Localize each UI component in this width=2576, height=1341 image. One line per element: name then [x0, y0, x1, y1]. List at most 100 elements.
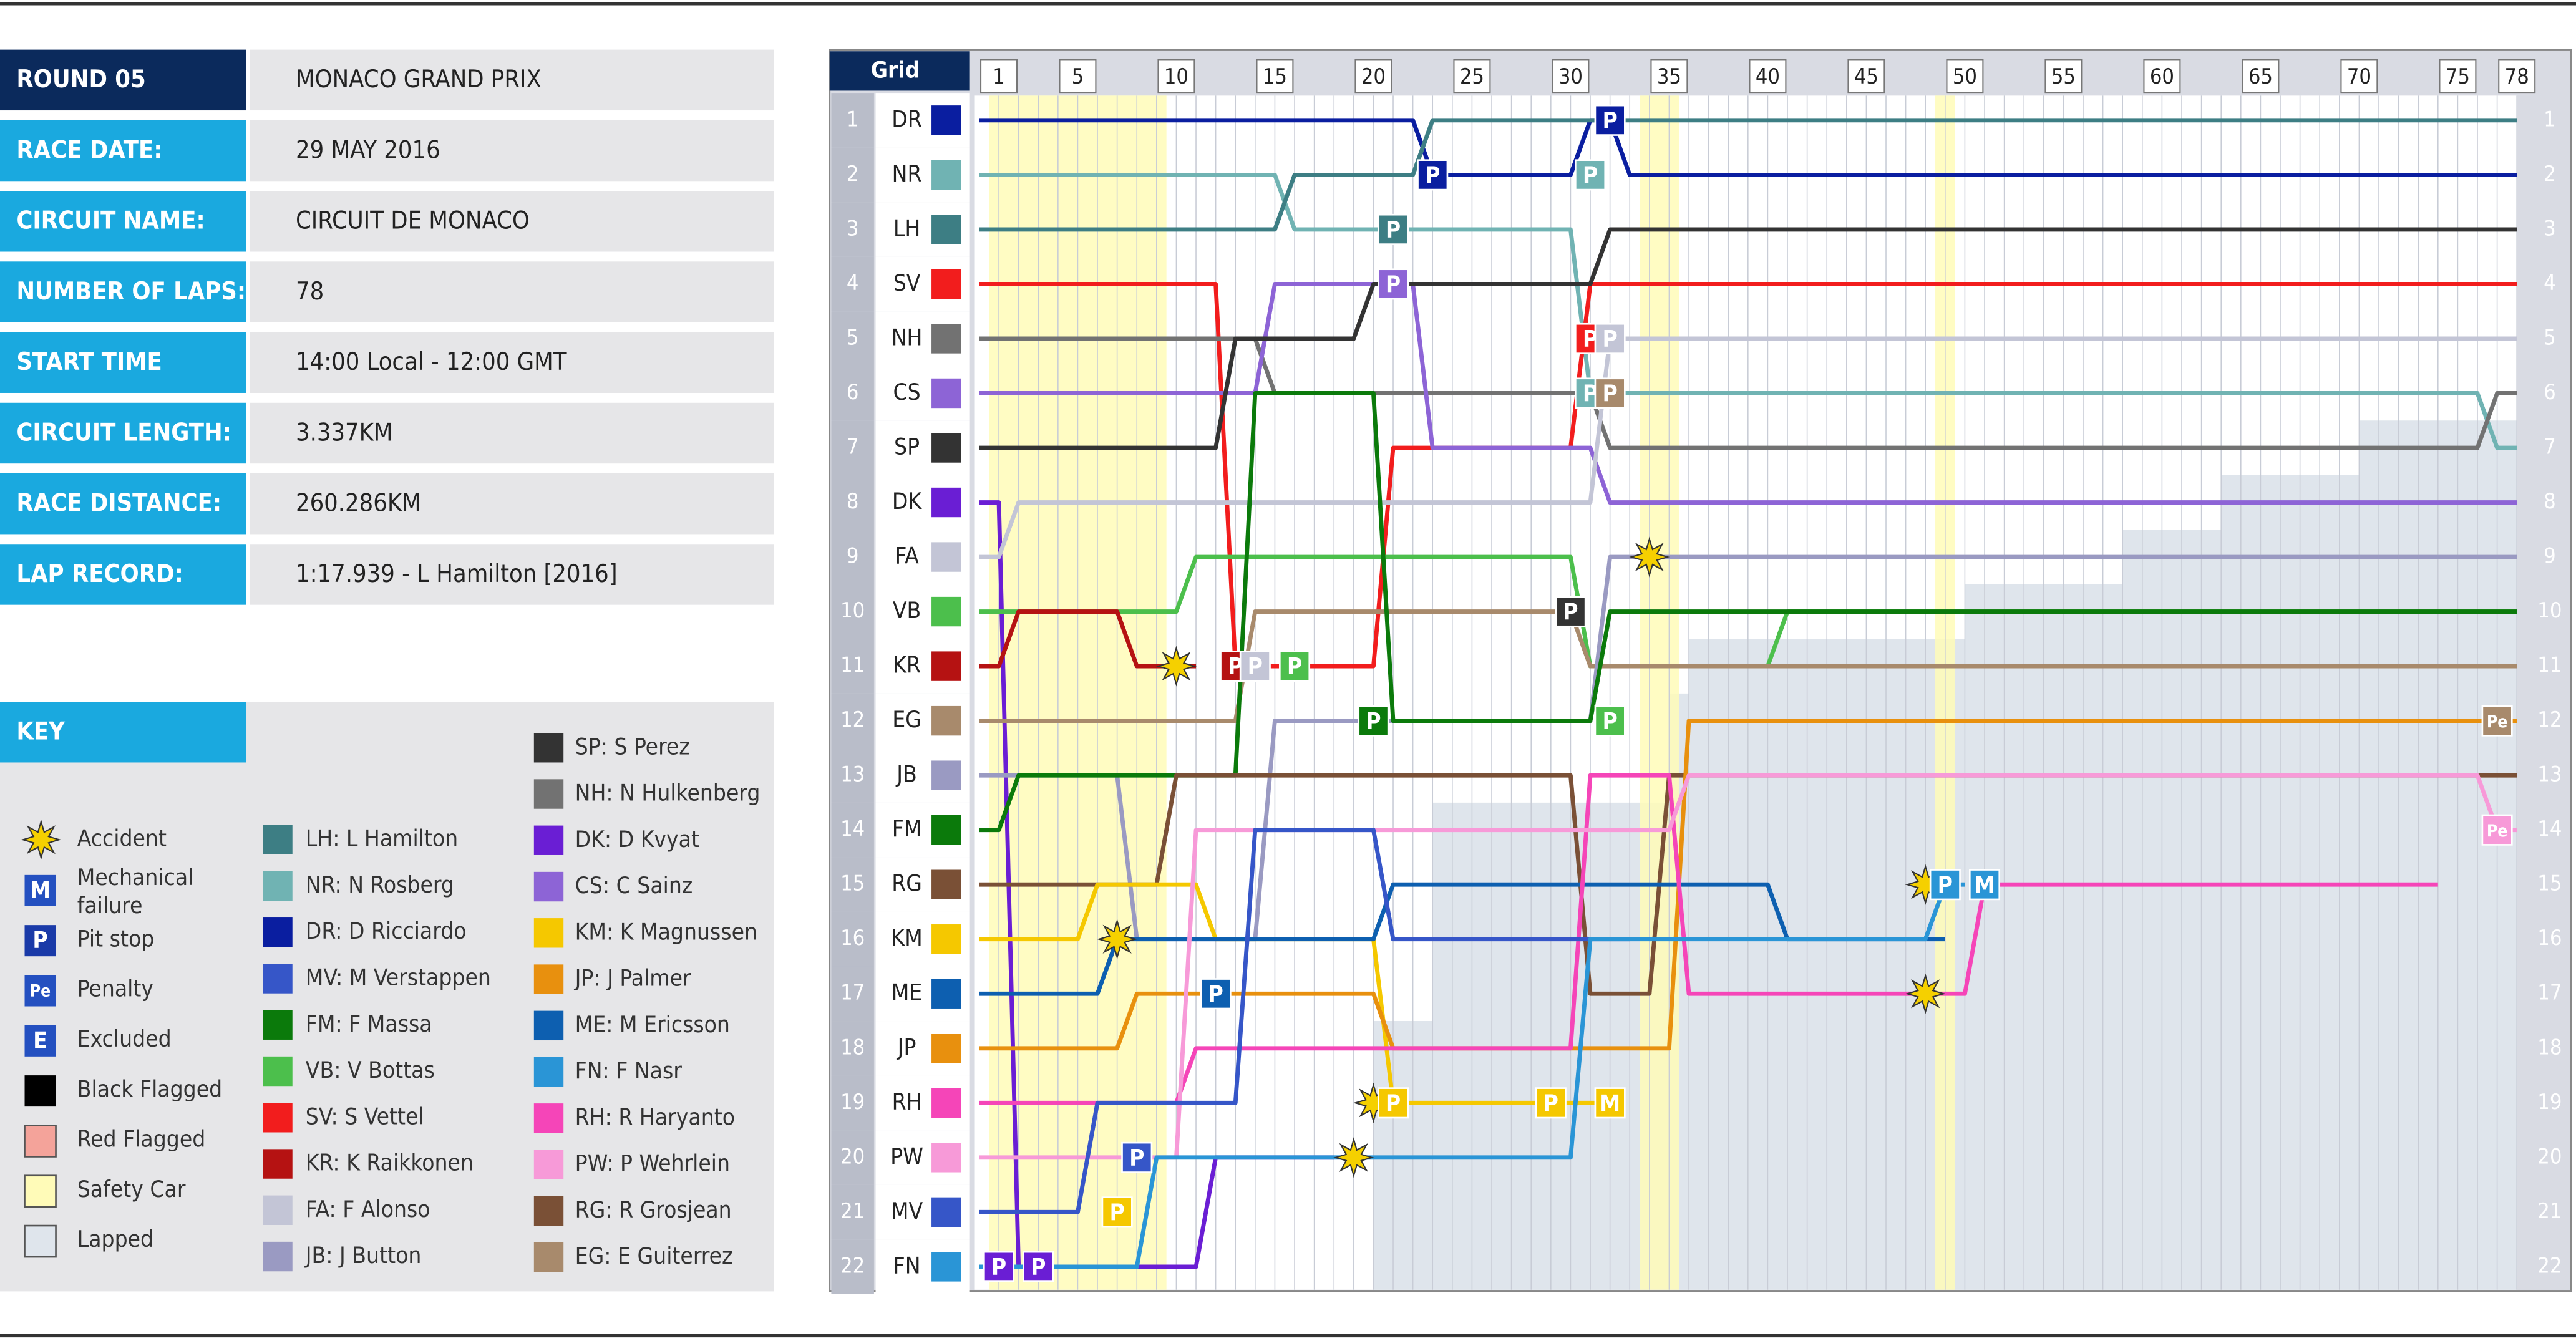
driver-line — [979, 609, 2517, 724]
lap-tick-box — [2242, 59, 2280, 94]
event-label: P — [1208, 980, 1223, 1007]
lap-tick-box — [2498, 59, 2536, 94]
x-tick-label: 55 — [2051, 64, 2076, 89]
event-label: Pe — [2487, 713, 2507, 732]
pos-label-right: 18 — [2537, 1035, 2562, 1060]
event-marker — [1929, 869, 1961, 901]
info-label-box — [0, 261, 246, 322]
x-tick-label: 45 — [1854, 64, 1879, 89]
info-value: 260.286KM — [296, 489, 421, 518]
pos-label: 19 — [840, 1090, 865, 1115]
pos-label-right: 4 — [2544, 271, 2556, 296]
event-marker — [2481, 814, 2513, 846]
pos-cell — [831, 1239, 874, 1294]
info-label-box — [0, 49, 246, 111]
pos-cell — [831, 1184, 874, 1240]
event-label: P — [1248, 653, 1263, 680]
pos-label: 16 — [840, 926, 865, 951]
x-tick-label: 25 — [1460, 64, 1484, 89]
driver-swatch — [263, 1103, 293, 1133]
driver-line — [979, 172, 2517, 450]
pos-label: 3 — [847, 216, 859, 241]
info-label: RACE DATE: — [16, 135, 162, 164]
grid-swatch — [931, 215, 961, 244]
grid-swatch — [931, 1252, 961, 1282]
pos-label-right: 15 — [2537, 871, 2562, 896]
x-tick-label: 78 — [2505, 64, 2529, 89]
x-tick-label: 40 — [1756, 64, 1780, 89]
driver-swatch — [263, 825, 293, 854]
pos-label: 21 — [840, 1199, 865, 1224]
driver-key: DK: D Kvyat — [575, 826, 699, 853]
event-marker — [983, 1251, 1015, 1282]
pos-label-right: 8 — [2544, 489, 2556, 514]
lap-tick-box — [1946, 59, 1984, 94]
pos-label: 22 — [840, 1253, 865, 1278]
pos-label: 10 — [840, 598, 865, 623]
driver-key: KR: K Raikkonen — [306, 1150, 474, 1176]
x-tick-label: 15 — [1263, 64, 1287, 89]
pos-label-right: 2 — [2544, 162, 2556, 186]
grid-swatch — [931, 433, 961, 463]
event-marker — [1378, 213, 1409, 245]
x-tick-label: 50 — [1953, 64, 1977, 89]
info-value-box — [250, 544, 774, 605]
info-value-box — [250, 191, 774, 252]
pos-cell — [831, 584, 874, 639]
event-label: P — [1583, 162, 1598, 189]
key-label: Pit stop — [77, 925, 155, 952]
key-label: Safety Car — [77, 1176, 186, 1203]
info-value-box — [250, 261, 774, 322]
pos-cell — [831, 420, 874, 475]
pos-cell — [831, 202, 874, 257]
key-label: Excluded — [77, 1025, 172, 1052]
key-label: Accident — [77, 825, 167, 852]
lap-tick-box — [2143, 59, 2181, 94]
lap-tick-box — [1847, 59, 1885, 94]
pos-cell — [831, 530, 874, 584]
pos-label: 17 — [840, 980, 865, 1005]
pos-cell — [831, 475, 874, 530]
grid-swatch — [931, 1197, 961, 1227]
info-value: MONACO GRAND PRIX — [296, 65, 542, 94]
event-marker — [1555, 596, 1587, 627]
grid-swatch — [931, 924, 961, 954]
event-label: P — [1602, 107, 1617, 134]
key-icon: M — [30, 877, 51, 904]
pos-cell — [831, 911, 874, 967]
grid-driver: PW — [890, 1143, 923, 1169]
grid-swatch — [931, 1143, 961, 1173]
info-label: START TIME — [16, 347, 162, 376]
key-label: Black Flagged — [77, 1075, 222, 1102]
grid-swatch — [931, 1034, 961, 1063]
pos-label: 13 — [840, 762, 865, 787]
pos-cell — [831, 256, 874, 312]
pos-label-right: 1 — [2544, 107, 2556, 132]
driver-line — [979, 282, 2517, 505]
event-marker — [1279, 651, 1311, 682]
key-label: Lapped — [77, 1226, 153, 1252]
pos-label-right: 6 — [2544, 380, 2556, 405]
event-label: P — [1543, 1090, 1558, 1116]
key-label-line: Mechanical — [77, 864, 194, 891]
info-label: ROUND 05 — [16, 65, 145, 94]
x-tick-label: 70 — [2347, 64, 2371, 89]
lap-tick-box — [1453, 59, 1491, 94]
driver-swatch — [533, 871, 564, 902]
event-marker — [1417, 159, 1449, 191]
driver-key: KM: K Magnussen — [575, 918, 757, 945]
grid-driver: DK — [892, 488, 923, 515]
event-label: P — [1563, 599, 1578, 626]
key-swatch — [24, 925, 56, 957]
info-label-box — [0, 332, 246, 393]
pos-cell — [831, 147, 874, 203]
event-marker — [1200, 978, 1232, 1010]
pos-label: 20 — [840, 1144, 865, 1169]
grid-driver: CS — [893, 379, 920, 405]
pos-label-right: 5 — [2544, 325, 2556, 350]
event-marker — [1378, 268, 1409, 300]
pos-label-right: 3 — [2544, 216, 2556, 241]
driver-line — [979, 227, 2517, 450]
event-marker — [1594, 705, 1626, 737]
driver-swatch — [533, 1150, 564, 1179]
